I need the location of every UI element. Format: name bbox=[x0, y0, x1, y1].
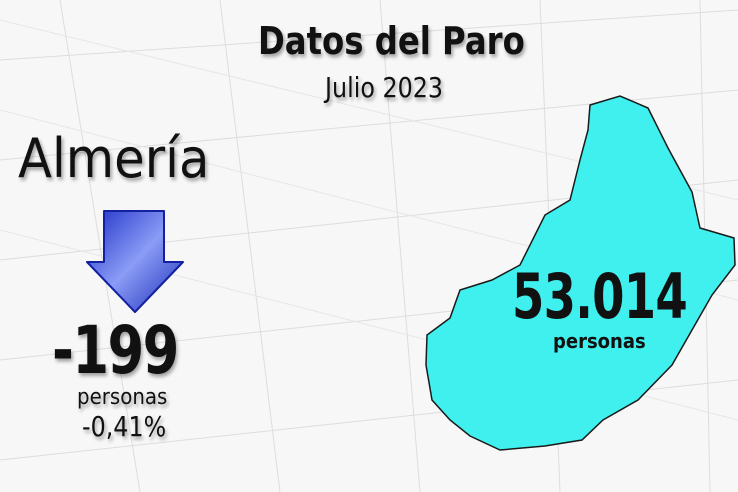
page-subtitle: Julio 2023 bbox=[325, 71, 444, 104]
total-unemployed-unit: personas bbox=[553, 329, 646, 353]
total-unemployed-value: 53.014 bbox=[512, 260, 688, 333]
monthly-change-percent: -0,41% bbox=[82, 410, 167, 443]
province-name: Almería bbox=[18, 127, 210, 190]
page-title: Datos del Paro bbox=[258, 19, 525, 63]
monthly-change-unit: personas bbox=[77, 385, 168, 410]
monthly-change-value: -199 bbox=[52, 312, 179, 389]
